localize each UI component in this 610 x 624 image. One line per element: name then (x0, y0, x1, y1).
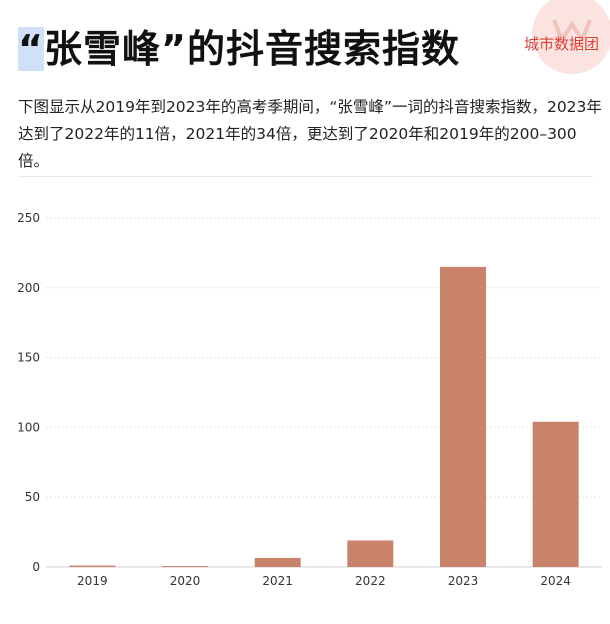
x-tick-label: 2022 (355, 574, 386, 588)
y-tick-label: 250 (17, 211, 40, 225)
title-quote: “ (18, 27, 44, 71)
x-tick-label: 2023 (448, 574, 479, 588)
y-tick-label: 0 (32, 560, 40, 574)
divider (18, 176, 593, 177)
page-title: “张雪峰”的抖音搜索指数 (18, 18, 460, 73)
x-tick-label: 2024 (540, 574, 571, 588)
y-tick-label: 150 (17, 351, 40, 365)
x-axis-ticks: 2019 2020 2021 2022 2023 2024 (77, 574, 571, 588)
y-tick-label: 100 (17, 420, 40, 434)
bar-2019 (69, 565, 116, 567)
bar-2022 (347, 540, 394, 567)
x-tick-label: 2019 (77, 574, 108, 588)
title-text: 张雪峰”的抖音搜索指数 (43, 27, 460, 71)
bar-2021 (254, 557, 301, 567)
grid-lines (46, 217, 602, 568)
x-tick-label: 2020 (170, 574, 201, 588)
y-axis-ticks: 0 50 100 150 200 250 (17, 211, 40, 574)
bar-2023 (440, 266, 486, 567)
y-tick-label: 200 (17, 281, 40, 295)
bar-2024 (532, 421, 579, 567)
bar-chart: 0 50 100 150 200 250 2019 2020 2021 2022 2023 2024 (17, 211, 602, 588)
bars (69, 266, 579, 568)
x-tick-label: 2021 (262, 574, 293, 588)
brand-name: 城市数据团 (524, 35, 600, 53)
y-tick-label: 50 (25, 490, 40, 504)
chart-description: 下图显示从2019年到2023年的高考季期间，“张雪峰”一词的抖音搜索指数，20… (18, 98, 602, 170)
brand-logo-icon (532, 0, 610, 74)
bar-2020 (162, 566, 208, 568)
